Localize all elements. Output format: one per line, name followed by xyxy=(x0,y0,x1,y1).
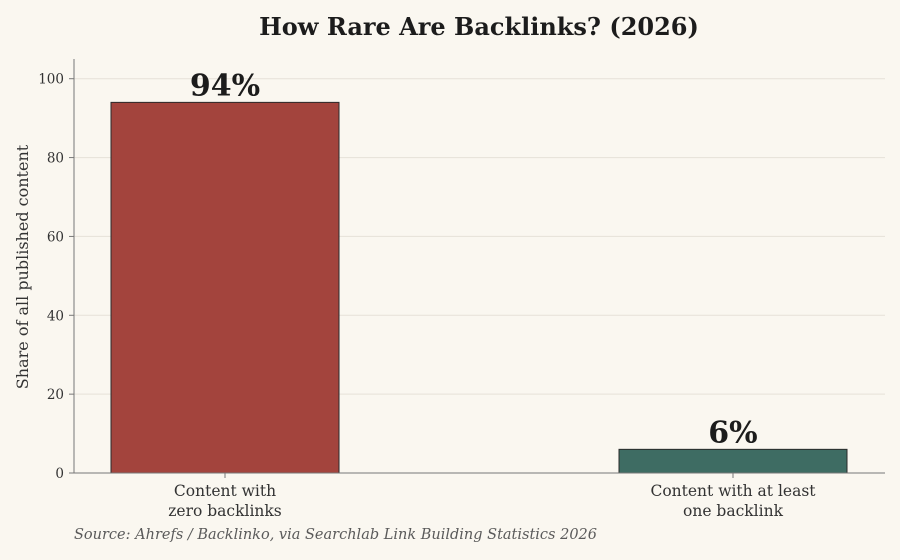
data-labels: 94% 6% xyxy=(190,68,758,450)
y-tick-label: 0 xyxy=(55,466,64,482)
bar xyxy=(618,448,848,474)
y-tick-label: 100 xyxy=(38,72,64,88)
y-axis-label: Share of all published content xyxy=(13,144,32,389)
y-tick-label: 60 xyxy=(47,229,64,245)
bars xyxy=(110,101,848,474)
bar xyxy=(110,101,340,474)
x-tick-label: Content with at least one backlink xyxy=(650,482,816,520)
source-note: Source: Ahrefs / Backlinko, via Searchla… xyxy=(74,527,597,543)
y-tick-label: 80 xyxy=(47,151,64,167)
bar-value-label: 94% xyxy=(190,68,260,103)
y-tick-label: 40 xyxy=(47,308,64,324)
chart-title: How Rare Are Backlinks? (2026) xyxy=(259,12,699,41)
x-tick-label: Content with zero backlinks xyxy=(168,482,282,520)
y-tick-label: 20 xyxy=(47,387,64,403)
bar-value-label: 6% xyxy=(708,415,757,450)
axes: 0 20 40 60 80 100 Content with zero backlinks Co… xyxy=(38,59,885,520)
